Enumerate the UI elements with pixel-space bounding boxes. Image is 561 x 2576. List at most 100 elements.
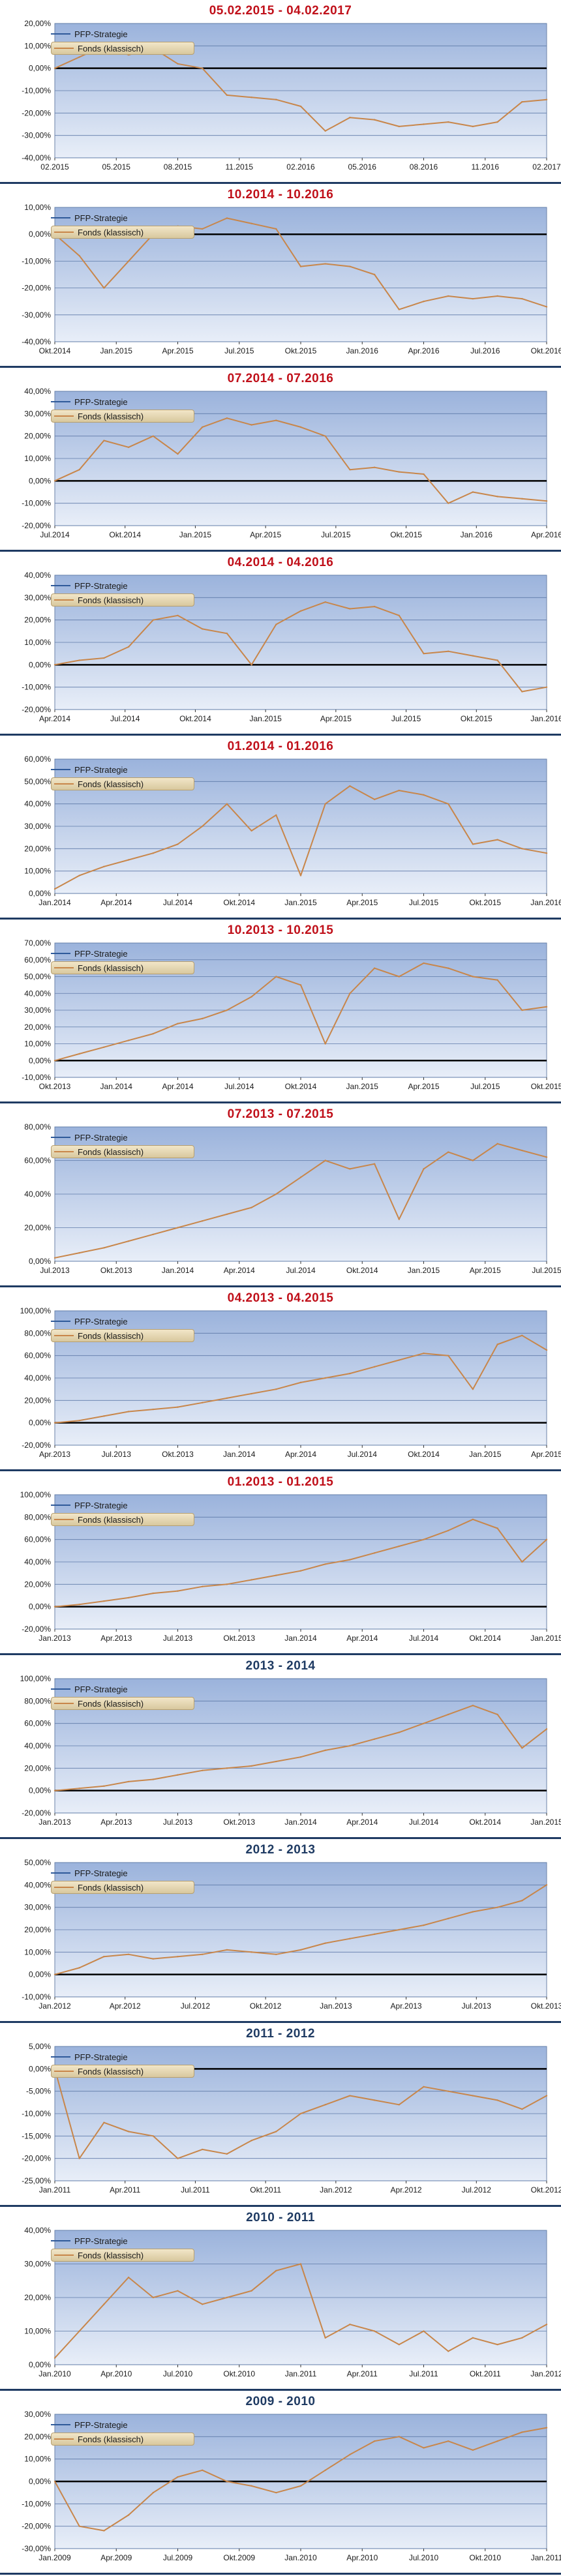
legend: PFP-Strategie Fonds (klassisch) <box>51 2418 194 2447</box>
data-point <box>226 1949 228 1951</box>
data-point <box>324 263 326 265</box>
data-point <box>177 453 179 455</box>
y-tick-label: 50,00% <box>24 777 51 786</box>
y-tick-label: 70,00% <box>24 939 51 948</box>
y-tick-label: 10,00% <box>24 2327 51 2336</box>
x-tick-label: Jan.2015 <box>530 1634 561 1643</box>
data-point <box>447 1355 449 1356</box>
data-point <box>127 859 130 861</box>
data-point <box>447 2090 449 2092</box>
data-point <box>202 228 204 230</box>
data-point <box>349 1372 351 1375</box>
chart-panel: 01.2014 - 01.2016 60,00% 50,00% 40,00% 30,00… <box>0 736 561 920</box>
x-tick-label: Jul.2013 <box>462 2001 492 2011</box>
data-point <box>127 1953 130 1955</box>
data-point <box>324 1563 326 1565</box>
data-point <box>398 789 400 792</box>
data-point <box>373 1366 376 1368</box>
y-tick-label: -10,00% <box>22 86 51 95</box>
data-point <box>521 498 523 500</box>
y-tick-label: 10,00% <box>24 41 51 50</box>
chart-title: 10.2014 - 10.2016 <box>227 188 334 202</box>
y-tick-label: -30,00% <box>22 310 51 320</box>
data-point <box>324 2469 326 2472</box>
y-tick-label: 80,00% <box>24 1696 51 1705</box>
y-tick-label: 40,00% <box>24 1373 51 1383</box>
y-tick-label: 50,00% <box>24 972 51 981</box>
x-tick-label: Okt.2014 <box>346 1266 378 1275</box>
data-point <box>78 56 80 58</box>
chart-panel: 05.02.2015 - 04.02.2017 20,00% 10,00% 0,00%… <box>0 0 561 184</box>
legend-swatch-pfp <box>51 2240 70 2241</box>
chart-title: 2013 - 2014 <box>245 1659 316 1673</box>
data-point <box>78 659 80 661</box>
legend: PFP-Strategie Fonds (klassisch) <box>51 2234 194 2263</box>
data-point <box>250 830 252 832</box>
data-point <box>521 100 523 103</box>
x-tick-label: Jan.2014 <box>284 1634 317 1643</box>
legend: PFP-Strategie Fonds (klassisch) <box>51 1315 194 1343</box>
data-point <box>275 228 277 230</box>
y-tick-label: 10,00% <box>24 2455 51 2464</box>
y-tick-label: 30,00% <box>24 2260 51 2269</box>
legend-item-fonds: Fonds (klassisch) <box>51 1329 194 1342</box>
x-tick-label: Jul.2016 <box>470 346 500 355</box>
y-tick-label: 100,00% <box>20 1675 52 1683</box>
chart-panel: 2010 - 2011 40,00% 30,00% 20,00% 10,00% 0,00%… <box>0 2207 561 2391</box>
data-point <box>103 1600 105 1602</box>
data-point <box>423 794 425 796</box>
data-point <box>202 67 204 69</box>
data-point <box>127 1780 130 1783</box>
data-point <box>349 1938 351 1939</box>
chart-title: 01.2013 - 01.2015 <box>227 1475 334 1489</box>
data-point <box>127 646 130 648</box>
y-tick-label: 10,00% <box>24 638 51 647</box>
y-tick-label: 10,00% <box>24 1040 51 1049</box>
y-tick-label: 100,00% <box>20 1307 52 1315</box>
data-point <box>521 691 523 693</box>
y-tick-label: 0,00% <box>29 1056 51 1065</box>
data-point <box>324 2337 326 2339</box>
data-point <box>275 814 277 816</box>
data-point <box>275 2491 277 2494</box>
x-tick-label: Apr.2016 <box>408 346 439 355</box>
data-point <box>226 1213 228 1216</box>
y-tick-label: 20,00% <box>24 1223 51 1233</box>
data-point <box>78 1251 80 1254</box>
legend-swatch-fonds <box>54 415 74 417</box>
data-point <box>423 473 425 475</box>
data-point <box>250 424 252 426</box>
data-point <box>250 97 252 98</box>
x-tick-label: Jul.2014 <box>40 530 70 539</box>
data-point <box>127 1040 130 1041</box>
x-tick-label: 08.2016 <box>410 162 438 172</box>
legend-item-fonds: Fonds (klassisch) <box>51 593 194 607</box>
data-point <box>299 2112 302 2115</box>
data-point <box>226 1583 228 1585</box>
data-point <box>324 601 326 603</box>
y-tick-label: 0,00% <box>29 889 51 898</box>
legend-label-fonds: Fonds (klassisch) <box>78 2066 144 2076</box>
data-point <box>78 2330 80 2332</box>
x-tick-label: Okt.2013 <box>100 1266 132 1275</box>
chart-panel: 01.2013 - 01.2015 100,00% 80,00% 60,00% 40,0… <box>0 1471 561 1655</box>
data-point <box>127 1596 130 1599</box>
x-tick-label: Okt.2015 <box>390 530 422 539</box>
data-point <box>373 1933 376 1936</box>
x-tick-label: Okt.2013 <box>162 1450 194 1459</box>
x-tick-label: Jan.2015 <box>530 1818 561 1827</box>
x-tick-label: Jul.2013 <box>102 1450 132 1459</box>
y-tick-label: 20,00% <box>24 1396 51 1405</box>
y-tick-label: 10,00% <box>24 1947 51 1956</box>
x-tick-label: Jul.2011 <box>181 2185 210 2194</box>
data-point <box>226 94 228 97</box>
y-tick-label: -20,00% <box>22 284 51 293</box>
data-point <box>496 979 498 981</box>
y-tick-label: 20,00% <box>24 432 51 441</box>
x-tick-label: Okt.2016 <box>531 346 561 355</box>
x-tick-label: Apr.2012 <box>110 2001 141 2011</box>
x-tick-label: Jan.2009 <box>38 2553 71 2562</box>
y-tick-label: -10,00% <box>22 2499 51 2508</box>
legend-label-fonds: Fonds (klassisch) <box>78 2250 144 2260</box>
data-point <box>250 222 252 224</box>
